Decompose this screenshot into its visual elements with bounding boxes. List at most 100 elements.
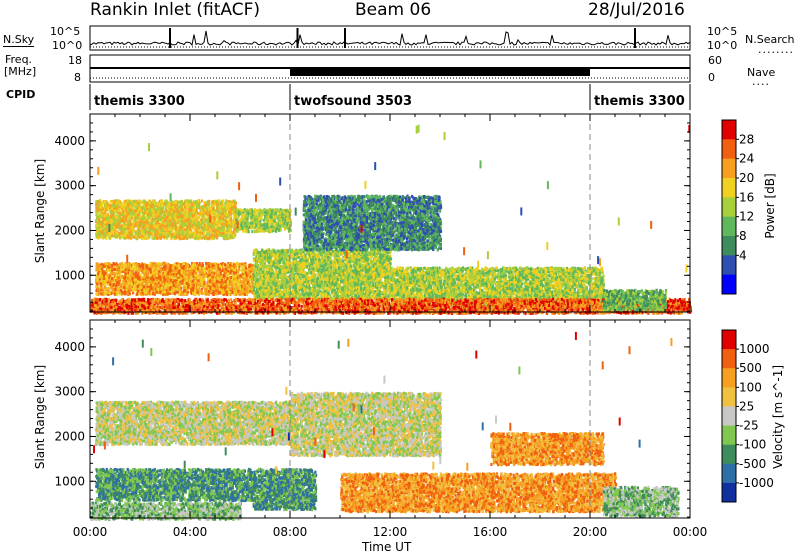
data-pixel	[259, 211, 262, 215]
data-pixel	[143, 237, 146, 240]
data-pixel	[169, 230, 172, 234]
data-pixel	[99, 232, 102, 236]
data-pixel	[123, 202, 126, 205]
data-pixel	[185, 223, 188, 227]
data-pixel	[250, 224, 253, 228]
data-pixel	[220, 230, 223, 233]
data-pixel	[207, 222, 210, 226]
data-pixel	[120, 202, 124, 206]
data-pixel	[119, 236, 122, 240]
data-pixel	[154, 228, 157, 232]
data-pixel	[269, 214, 273, 217]
data-pixel	[160, 206, 163, 210]
data-pixel	[137, 227, 140, 231]
data-pixel	[275, 229, 278, 233]
data-pixel	[175, 204, 178, 208]
data-pixel	[155, 219, 158, 223]
data-pixel	[257, 208, 260, 212]
data-pixel	[161, 207, 164, 211]
data-pixel	[135, 224, 138, 228]
data-pixel	[196, 225, 199, 229]
data-pixel	[199, 236, 202, 240]
data-pixel	[127, 236, 130, 240]
data-pixel	[176, 220, 180, 224]
data-pixel	[132, 217, 135, 221]
data-pixel	[128, 226, 131, 230]
data-pixel	[222, 227, 226, 231]
data-pixel	[183, 205, 187, 208]
data-pixel	[188, 203, 191, 207]
data-pixel	[197, 201, 200, 205]
data-pixel	[124, 219, 127, 223]
data-pixel	[210, 209, 213, 213]
data-pixel	[183, 216, 187, 219]
data-pixel	[205, 210, 208, 214]
data-pixel	[233, 217, 236, 221]
data-pixel	[228, 228, 231, 232]
data-pixel	[162, 232, 165, 236]
data-pixel	[186, 228, 189, 232]
data-pixel	[263, 210, 267, 214]
data-pixel	[204, 206, 207, 210]
data-pixel	[148, 201, 151, 205]
nave-tick-bottom: 0	[708, 72, 715, 83]
data-pixel	[96, 229, 99, 233]
data-pixel	[146, 209, 149, 213]
data-pixel	[100, 209, 103, 212]
data-pixel	[135, 209, 138, 213]
data-pixel	[220, 232, 223, 235]
data-pixel	[113, 231, 117, 235]
data-pixel	[205, 234, 208, 238]
data-pixel	[225, 212, 228, 216]
data-pixel	[216, 227, 219, 231]
data-pixel	[176, 231, 179, 235]
data-pixel	[126, 227, 129, 231]
data-pixel	[201, 221, 204, 225]
data-pixel	[217, 224, 220, 228]
data-pixel	[187, 202, 190, 205]
data-pixel	[145, 224, 148, 228]
data-pixel	[107, 217, 111, 221]
data-pixel	[101, 228, 104, 232]
data-pixel	[150, 225, 153, 229]
data-pixel	[130, 223, 133, 226]
data-pixel	[111, 230, 115, 233]
data-pixel	[178, 215, 181, 219]
data-pixel	[206, 212, 209, 216]
data-pixel	[170, 237, 173, 241]
data-pixel	[126, 291, 129, 295]
data-pixel	[276, 208, 279, 212]
data-pixel	[270, 222, 273, 226]
data-pixel	[178, 229, 181, 233]
data-pixel	[165, 205, 168, 209]
data-pixel	[107, 233, 110, 237]
data-pixel	[217, 199, 221, 203]
data-pixel	[203, 215, 206, 219]
data-pixel	[154, 232, 157, 236]
beam-title: Beam 06	[355, 2, 431, 19]
data-pixel	[99, 214, 102, 218]
data-pixel	[132, 207, 135, 211]
data-pixel	[148, 226, 151, 230]
data-pixel	[150, 204, 153, 208]
data-pixel	[138, 228, 141, 232]
data-pixel	[122, 213, 125, 217]
data-pixel	[160, 221, 163, 225]
data-pixel	[284, 219, 287, 223]
data-pixel	[230, 208, 233, 212]
data-pixel	[149, 218, 152, 222]
data-pixel	[135, 221, 138, 225]
data-pixel	[106, 207, 109, 211]
data-pixel	[186, 213, 189, 217]
data-pixel	[126, 218, 129, 222]
data-pixel	[242, 229, 245, 233]
data-pixel	[183, 233, 186, 237]
data-pixel	[174, 203, 177, 206]
data-pixel	[104, 211, 107, 215]
data-pixel	[97, 227, 100, 231]
data-pixel	[210, 211, 213, 215]
data-pixel	[214, 229, 217, 233]
data-pixel	[132, 203, 136, 207]
data-pixel	[226, 236, 229, 240]
